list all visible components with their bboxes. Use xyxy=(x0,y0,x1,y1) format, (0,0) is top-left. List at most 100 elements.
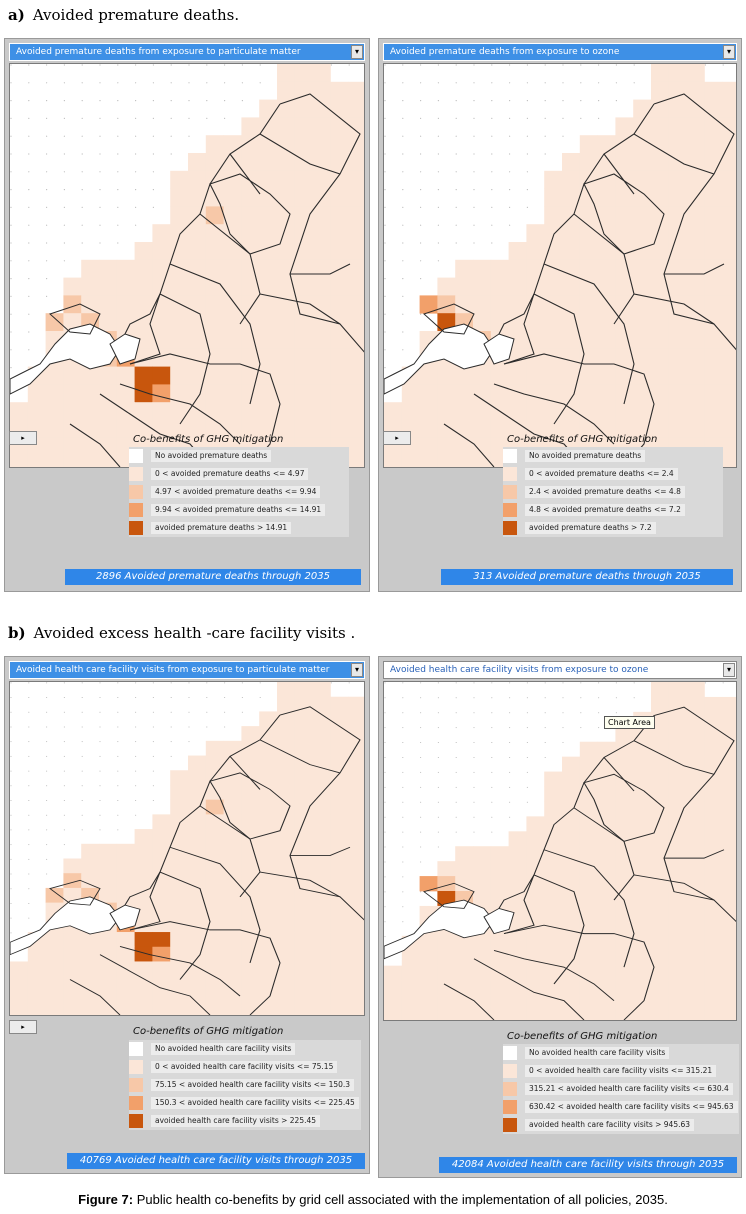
grid-cell xyxy=(312,348,331,367)
grid-cell xyxy=(294,331,313,350)
grid-cell xyxy=(241,384,260,403)
grid-dot xyxy=(99,117,101,119)
island-outline xyxy=(423,303,475,335)
chevron-down-icon[interactable]: ▾ xyxy=(351,45,363,59)
metric-dropdown[interactable]: Avoided premature deaths from exposure t… xyxy=(9,43,365,61)
grid-cell xyxy=(544,206,563,225)
grid-cell xyxy=(544,224,563,243)
grid-cell xyxy=(419,995,438,1011)
grid-dot xyxy=(384,786,386,788)
grid-cell xyxy=(223,313,242,332)
grid-cell xyxy=(348,313,364,332)
grid-cell xyxy=(597,348,616,367)
grid-cell xyxy=(686,771,705,787)
grid-dot xyxy=(384,801,386,803)
metric-dropdown[interactable]: Avoided health care facility visits from… xyxy=(9,661,365,679)
chevron-down-icon[interactable]: ▾ xyxy=(351,663,363,677)
grid-dot xyxy=(491,100,493,102)
grid-cell xyxy=(205,887,224,903)
grid-dot xyxy=(544,727,546,729)
map-area[interactable] xyxy=(383,63,737,468)
grid-cell xyxy=(294,887,313,903)
grid-cell xyxy=(615,846,634,862)
grid-cell xyxy=(633,224,652,243)
grid-dot xyxy=(81,82,83,84)
grid-cell xyxy=(348,348,364,367)
grid-cell xyxy=(490,980,509,996)
grid-cell xyxy=(116,384,135,403)
grid-cell xyxy=(294,366,313,385)
grid-cell xyxy=(722,801,736,817)
grid-cell xyxy=(651,99,670,118)
boundary-line xyxy=(169,846,261,964)
grid-dot xyxy=(633,82,635,84)
grid-cell xyxy=(686,920,705,937)
grid-cell xyxy=(508,348,527,367)
grid-cell xyxy=(384,402,403,421)
grid-dot xyxy=(46,785,48,787)
legend-label: avoided premature deaths > 14.91 xyxy=(151,522,292,534)
grid-dot xyxy=(81,711,83,713)
grid-dot xyxy=(384,82,386,84)
grid-cell xyxy=(81,420,100,439)
chevron-down-icon[interactable]: ▾ xyxy=(723,45,735,59)
grid-dot xyxy=(10,858,12,860)
grid-cell xyxy=(312,242,331,261)
grid-dot xyxy=(224,100,226,102)
grid-dot xyxy=(135,82,137,84)
grid-dot xyxy=(402,117,404,119)
grid-dot xyxy=(473,153,475,155)
map-panel-ozone-visits: Avoided health care facility visits from… xyxy=(378,656,742,1178)
grid-cell xyxy=(205,384,224,403)
scroll-left-button[interactable]: ▸ xyxy=(383,431,411,445)
grid-cell xyxy=(277,402,296,421)
grid-cell xyxy=(562,1010,581,1020)
metric-dropdown[interactable]: Avoided health care facility visits from… xyxy=(383,661,737,679)
grid-cell xyxy=(330,135,349,154)
grid-cell xyxy=(704,1010,723,1020)
scroll-left-button[interactable]: ▸ xyxy=(9,431,37,445)
grid-cell xyxy=(722,816,736,832)
metric-dropdown[interactable]: Avoided premature deaths from exposure t… xyxy=(383,43,737,61)
grid-cell xyxy=(508,831,527,847)
grid-cell xyxy=(686,366,705,385)
grid-dot xyxy=(420,64,422,66)
grid-cell xyxy=(348,206,364,225)
grid-cell xyxy=(170,829,189,845)
grid-cell xyxy=(330,740,349,756)
grid-cell xyxy=(686,64,705,83)
grid-cell xyxy=(579,295,598,314)
map-area[interactable] xyxy=(9,681,365,1016)
grid-cell xyxy=(277,259,296,278)
grid-cell xyxy=(544,786,563,802)
grid-cell xyxy=(490,861,509,877)
grid-cell xyxy=(384,1010,403,1020)
island-outline xyxy=(49,303,101,335)
grid-cell xyxy=(223,770,242,786)
grid-cell xyxy=(63,295,82,314)
map-area[interactable] xyxy=(9,63,365,468)
grid-dot xyxy=(491,64,493,66)
grid-cell xyxy=(544,1010,563,1020)
map-area[interactable]: Chart Area xyxy=(383,681,737,1021)
grid-dot xyxy=(135,100,137,102)
boundary-line xyxy=(543,263,635,405)
scroll-left-button[interactable]: ▸ xyxy=(9,1020,37,1034)
grid-dot xyxy=(437,786,439,788)
grid-cell xyxy=(223,755,242,771)
grid-dot xyxy=(437,153,439,155)
grid-cell xyxy=(419,935,438,952)
grid-cell xyxy=(277,961,296,977)
bay-outline xyxy=(109,333,141,365)
grid-cell xyxy=(686,295,705,314)
grid-cell xyxy=(508,935,527,952)
grid-cell xyxy=(188,295,207,314)
grid-cell xyxy=(633,786,652,802)
grid-cell xyxy=(526,384,545,403)
grid-cell xyxy=(668,259,687,278)
water-body xyxy=(10,896,121,956)
grid-cell xyxy=(99,932,118,948)
chevron-down-icon[interactable]: ▾ xyxy=(723,663,735,677)
grid-dot xyxy=(420,224,422,226)
grid-dot xyxy=(473,712,475,714)
